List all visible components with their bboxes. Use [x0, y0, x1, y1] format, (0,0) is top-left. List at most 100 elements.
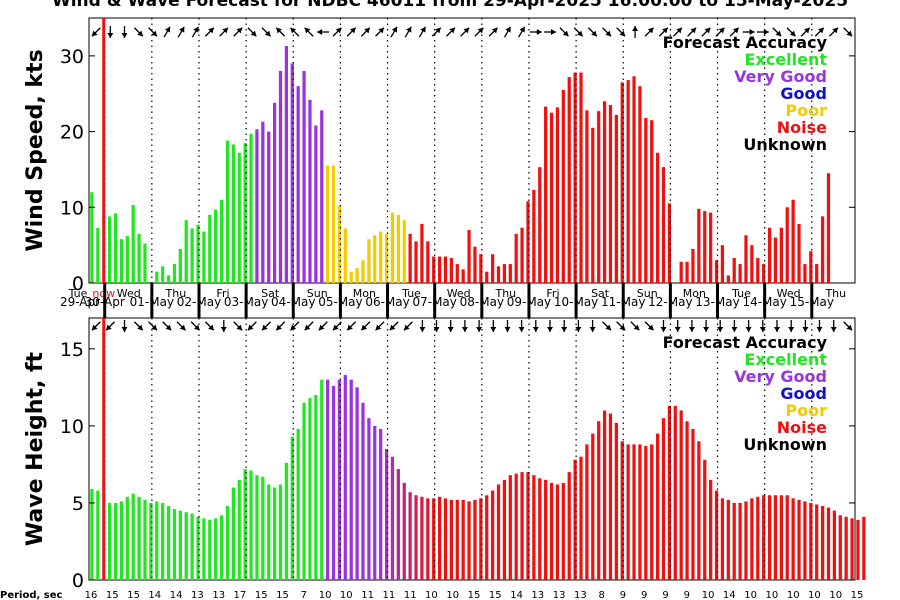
wind-direction-arrow [204, 27, 215, 37]
period-tick-label: 9 [684, 590, 690, 600]
wave-direction-arrow [490, 320, 497, 332]
wave-direction-arrow [703, 320, 710, 332]
wind-bar [726, 275, 730, 283]
day-tick-dow: Thu [824, 287, 846, 300]
day-tick-date: 06-May [365, 295, 409, 309]
wave-bar [143, 499, 147, 580]
day-tick-date: 10-May [554, 295, 598, 309]
wind-direction-arrow [488, 27, 499, 37]
day-tick-date: 01-May [130, 295, 174, 309]
wind-bar [620, 82, 624, 283]
wave-bar [296, 428, 300, 580]
wave-bar [455, 499, 459, 580]
wind-bar [797, 223, 801, 283]
wave-direction-arrow [589, 320, 596, 332]
period-tick-label: 10 [425, 590, 438, 600]
wave-bar [208, 519, 212, 580]
day-tick-dow: Sat [591, 287, 610, 300]
day-tick-dow: Wed [117, 287, 141, 300]
wind-direction-arrow [672, 27, 683, 37]
wind-bar [414, 241, 418, 283]
wind-bar [709, 212, 713, 283]
wave-bar [626, 444, 630, 580]
wind-bar [249, 133, 253, 283]
wind-bar [361, 260, 365, 283]
wave-direction-arrow [532, 320, 539, 332]
wave-bar [396, 469, 400, 580]
wave-bar [113, 502, 118, 580]
wave-bar [838, 515, 842, 580]
wave-bar [219, 515, 224, 580]
wave-bar [608, 413, 613, 580]
wind-bar [632, 76, 636, 283]
wind-direction-arrow [474, 27, 484, 37]
wave-bar [137, 496, 141, 580]
legend-item-very-good: Very Good [734, 67, 827, 86]
wave-bar [685, 421, 689, 580]
wind-bar [473, 246, 477, 283]
wind-bar [502, 264, 507, 283]
wave-bar [697, 441, 701, 580]
wind-bar [661, 167, 666, 283]
chart-title: Wind & Wave Forecast for NDBC 46011 from… [52, 0, 848, 11]
day-tick-date: 04-May [271, 295, 315, 309]
wind-bar [272, 102, 277, 283]
wind-direction-arrow [191, 26, 199, 38]
wave-bar [184, 512, 188, 580]
period-tick-label: 11 [383, 590, 396, 600]
wave-bar [314, 395, 318, 580]
wave-bar [785, 495, 789, 580]
wave-bar [408, 492, 412, 580]
wave-bar [284, 462, 289, 580]
wind-bar [555, 107, 560, 283]
wave-bar [514, 473, 518, 580]
wind-bar [520, 227, 524, 283]
wave-bar [437, 496, 442, 580]
wind-bar [815, 264, 819, 283]
period-tick-label: 13 [553, 590, 566, 600]
period-tick-label: 9 [641, 590, 647, 600]
wave-bar [632, 444, 636, 580]
wave-bar [473, 499, 477, 580]
period-tick-label: 10 [340, 590, 353, 600]
wave-bar [602, 410, 607, 580]
period-tick-label: 17 [234, 590, 247, 600]
wind-bar [426, 241, 430, 283]
wind-bar [762, 264, 766, 283]
wave-bar [815, 504, 819, 580]
wave-ytick-label: 15 [60, 339, 84, 361]
wind-direction-arrow [814, 27, 825, 37]
day-tick-date: 08-May [460, 295, 504, 309]
wave-bar [491, 490, 495, 580]
period-tick-label: 14 [510, 590, 523, 600]
period-tick-label: 10 [766, 590, 779, 600]
wave-direction-arrow [759, 320, 766, 332]
wave-bar [155, 501, 159, 580]
wind-direction-arrow [687, 27, 697, 37]
wind-bar [703, 211, 707, 283]
wind-bar [597, 111, 601, 283]
day-tick-dow: Wed [447, 287, 471, 300]
wind-bar [131, 205, 135, 283]
wind-direction-arrow [133, 27, 144, 37]
wind-bar [237, 152, 241, 283]
wind-direction-arrow [317, 29, 330, 35]
wave-bar [744, 501, 748, 580]
wave-bar [820, 506, 825, 580]
wave-bar [856, 519, 860, 580]
wind-bar [655, 152, 660, 283]
wind-bar [108, 216, 112, 283]
wave-direction-arrow [261, 321, 272, 331]
wind-bar [243, 142, 247, 283]
wind-direction-arrow [843, 27, 853, 37]
wind-direction-arrow [418, 26, 426, 38]
wave-direction-arrow [447, 320, 454, 332]
wave-bar [308, 398, 312, 580]
wind-ytick-label: 0 [72, 273, 84, 295]
wind-bar [161, 266, 165, 283]
wind-direction-arrow [177, 26, 185, 38]
day-tick-dow: Tue [731, 287, 751, 300]
wave-direction-arrow [518, 320, 525, 332]
wind-bar [367, 239, 371, 283]
